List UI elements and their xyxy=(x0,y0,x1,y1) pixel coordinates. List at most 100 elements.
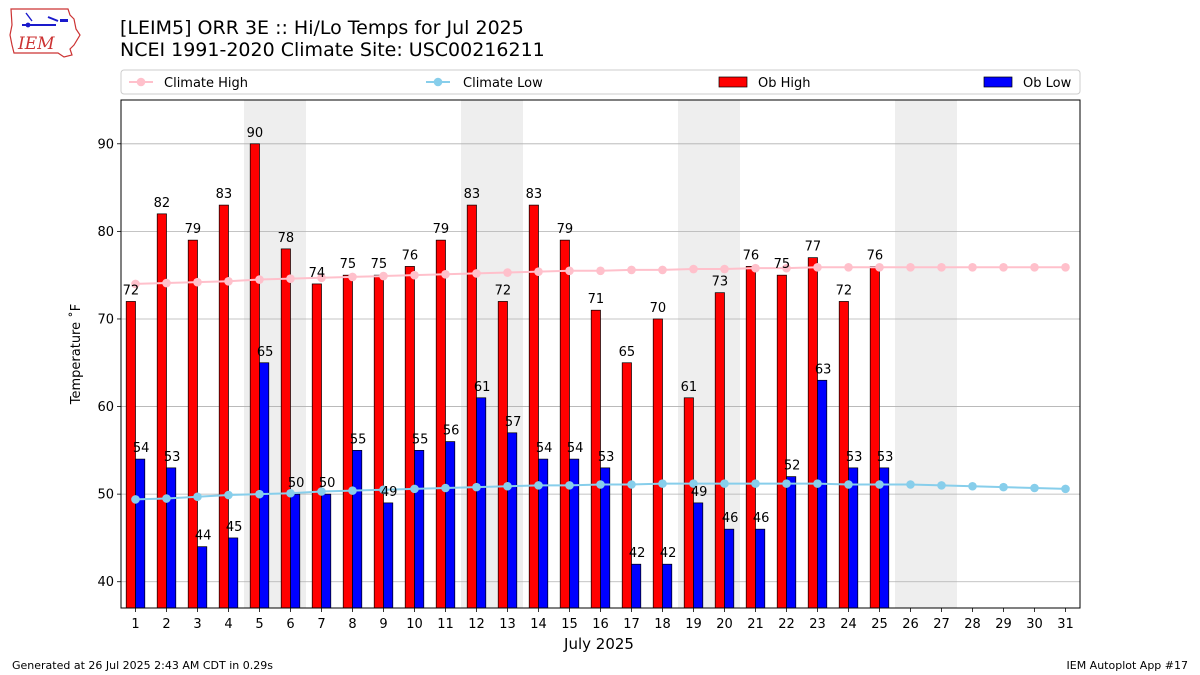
x-tick-label: 11 xyxy=(437,617,454,632)
ob-high-label: 82 xyxy=(154,196,171,211)
y-tick-label: 50 xyxy=(97,488,114,503)
x-tick-label: 16 xyxy=(592,617,609,632)
climate-high-point xyxy=(937,262,946,272)
climate-low-point xyxy=(689,479,698,488)
ob-high-label: 79 xyxy=(185,222,202,237)
climate-low-point xyxy=(875,480,884,489)
ob-high-label: 72 xyxy=(836,283,853,298)
climate-low-point xyxy=(472,482,481,492)
x-tick-label: 3 xyxy=(193,617,201,632)
ob-low-label: 42 xyxy=(629,546,646,561)
x-tick-label: 22 xyxy=(778,617,795,632)
ob-high-bar xyxy=(683,397,694,609)
y-tick-label: 40 xyxy=(97,575,114,590)
climate-high-point xyxy=(813,262,822,272)
ob-low-bar xyxy=(693,502,704,609)
x-tick-label: 19 xyxy=(685,617,702,632)
climate-high-point xyxy=(472,269,481,278)
ob-low-bar xyxy=(600,467,611,609)
ob-low-label: 53 xyxy=(164,450,181,465)
ob-low-label: 52 xyxy=(784,459,801,474)
x-tick-label: 29 xyxy=(995,617,1012,632)
y-tick-label: 70 xyxy=(97,312,114,327)
ob-high-label: 73 xyxy=(712,275,729,290)
chart-title: [LEIM5] ORR 3E :: Hi/Lo Temps for Jul 20… xyxy=(120,17,545,61)
climate-low-point xyxy=(844,480,853,489)
climate-low-point xyxy=(379,485,388,495)
ob-low-label: 63 xyxy=(815,362,832,377)
climate-high-point xyxy=(193,277,202,287)
ob-low-bar xyxy=(817,379,828,609)
ob-low-label: 55 xyxy=(412,432,429,447)
ob-low-bar xyxy=(507,432,518,609)
climate-high-point xyxy=(317,273,326,283)
ob-low-label: 56 xyxy=(443,424,460,439)
climate-high-point xyxy=(875,262,884,272)
ob-low-bar xyxy=(228,537,239,609)
climate-high-point xyxy=(410,270,419,280)
climate-high-point xyxy=(534,267,543,276)
climate-high-point xyxy=(348,272,357,282)
y-tick-label: 60 xyxy=(97,400,114,415)
ob-low-label: 57 xyxy=(505,415,522,430)
ob-high-bar xyxy=(373,274,384,609)
footer-generated-text: Generated at 26 Jul 2025 2:43 AM CDT in … xyxy=(12,659,273,672)
ob-high-label: 76 xyxy=(743,248,760,263)
ob-low-label: 55 xyxy=(350,432,367,447)
climate-high-point xyxy=(596,266,605,276)
ob-high-label: 71 xyxy=(588,292,605,307)
legend-climate-low-label: Climate Low xyxy=(463,76,543,91)
climate-high-point xyxy=(844,262,853,272)
ob-low-label: 54 xyxy=(567,441,584,456)
climate-low-point xyxy=(999,482,1008,492)
ob-high-bar xyxy=(807,257,818,609)
ob-low-bar xyxy=(848,467,859,609)
climate-low-point xyxy=(751,479,760,488)
ob-high-bar xyxy=(745,266,756,609)
x-tick-label: 2 xyxy=(162,617,170,632)
ob-low-label: 50 xyxy=(319,476,336,491)
ob-low-label: 46 xyxy=(722,511,739,526)
climate-high-point xyxy=(968,262,977,272)
ob-low-bar xyxy=(166,467,177,609)
ob-high-label: 76 xyxy=(402,248,419,263)
ob-high-label: 74 xyxy=(309,266,326,281)
climate-low-point xyxy=(782,479,791,488)
ob-high-label: 83 xyxy=(216,187,233,202)
ob-high-label: 90 xyxy=(247,126,264,141)
climate-high-point xyxy=(131,279,140,289)
x-tick-label: 7 xyxy=(317,617,325,632)
climate-low-point xyxy=(906,480,915,489)
climate-low-point xyxy=(534,481,543,490)
climate-high-point xyxy=(906,262,915,272)
plot-frame xyxy=(120,99,1081,609)
ob-low-bar xyxy=(445,441,456,609)
climate-high-point xyxy=(1061,262,1070,272)
ob-low-bar xyxy=(786,476,797,609)
ob-high-label: 72 xyxy=(495,283,512,298)
ob-high-bar xyxy=(652,318,663,609)
ob-low-label: 65 xyxy=(257,345,274,360)
ob-low-bar xyxy=(414,449,425,609)
ob-low-bar xyxy=(290,493,301,609)
climate-low-point xyxy=(131,495,140,504)
climate-high-point xyxy=(720,264,729,274)
legend-ob-low-label: Ob Low xyxy=(1023,76,1072,91)
climate-high-point xyxy=(379,271,388,281)
ob-high-label: 83 xyxy=(526,187,543,202)
legend-ob-high-swatch xyxy=(718,76,748,88)
climate-high-point xyxy=(658,265,667,275)
ob-high-bar xyxy=(528,204,539,609)
ob-high-label: 61 xyxy=(681,380,698,395)
climate-high-point xyxy=(782,263,791,273)
climate-high-point xyxy=(224,277,233,286)
x-tick-label: 12 xyxy=(468,617,485,632)
ob-high-bar xyxy=(714,292,725,609)
climate-low-point xyxy=(317,487,326,496)
ob-high-label: 83 xyxy=(464,187,481,202)
ob-high-label: 78 xyxy=(278,231,295,246)
x-tick-label: 4 xyxy=(224,617,232,632)
climate-low-point xyxy=(658,479,667,488)
legend-climate-high-marker xyxy=(136,77,146,87)
